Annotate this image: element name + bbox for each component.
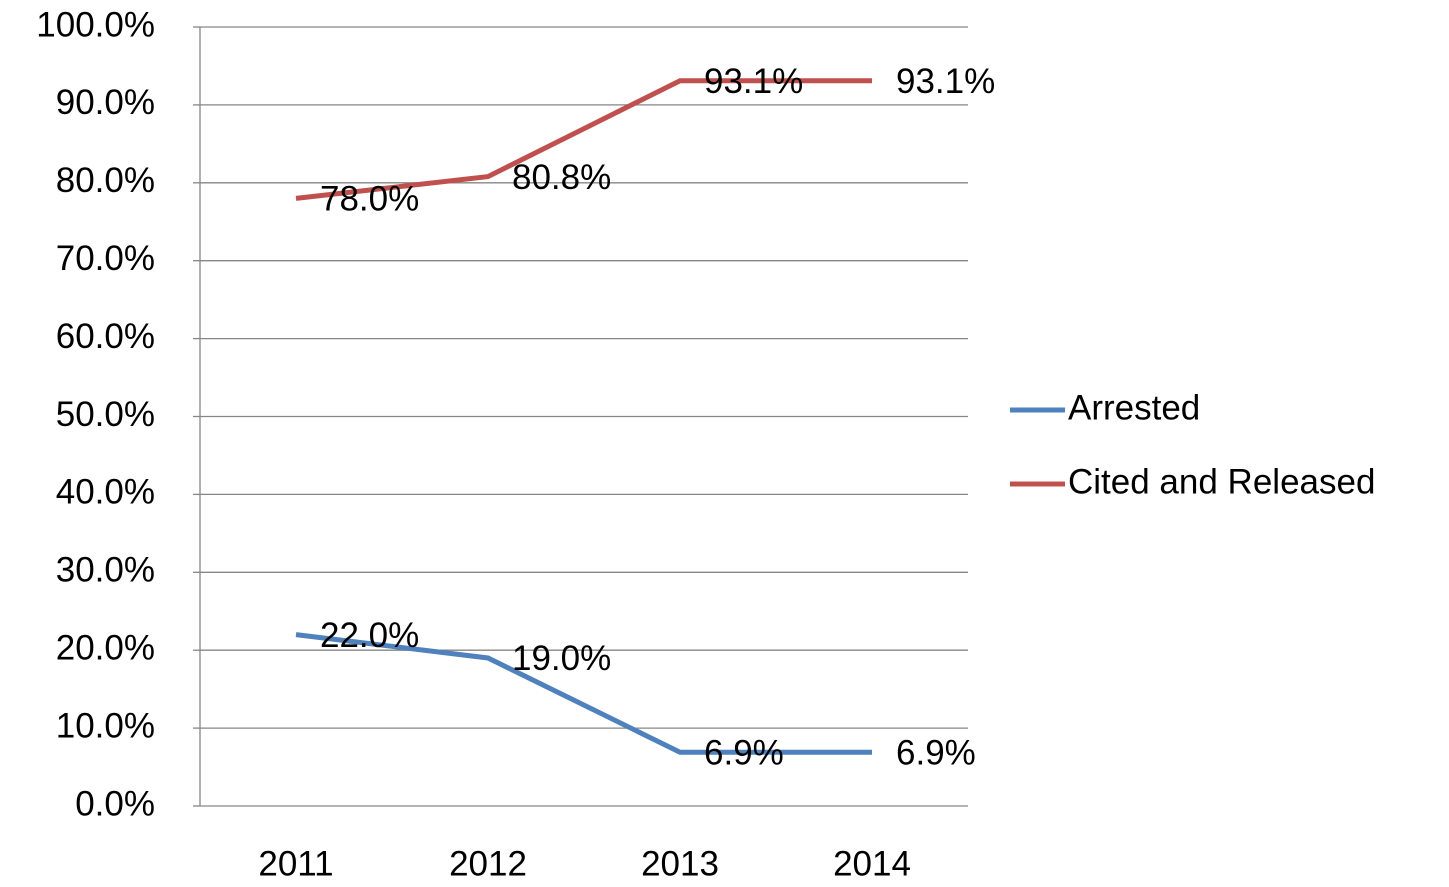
- data-label: 19.0%: [512, 639, 611, 678]
- data-label: 6.9%: [896, 733, 976, 772]
- y-tick-label: 90.0%: [56, 83, 155, 122]
- data-line: [295, 632, 872, 755]
- data-label: 22.0%: [320, 616, 419, 655]
- x-tick-label: 2013: [641, 844, 719, 883]
- legend-label: Cited and Released: [1068, 462, 1375, 501]
- data-label: 6.9%: [704, 733, 784, 772]
- data-label: 78.0%: [320, 180, 419, 219]
- y-tick-label: 70.0%: [56, 239, 155, 278]
- y-tick-label: 100.0%: [36, 5, 155, 44]
- y-tick-label: 80.0%: [56, 161, 155, 200]
- x-tick-label: 2011: [258, 844, 333, 883]
- x-tick-label: 2014: [833, 844, 911, 883]
- y-tick-label: 0.0%: [75, 784, 155, 823]
- y-tick-label: 60.0%: [56, 317, 155, 356]
- data-line: [295, 78, 872, 201]
- data-label: 93.1%: [896, 62, 995, 101]
- y-tick-label: 20.0%: [56, 628, 155, 667]
- data-label: 93.1%: [704, 62, 803, 101]
- data-label: 80.8%: [512, 158, 611, 197]
- y-tick-label: 10.0%: [56, 706, 155, 745]
- y-tick-label: 40.0%: [56, 473, 155, 512]
- y-tick-label: 50.0%: [56, 395, 155, 434]
- x-tick-label: 2012: [449, 844, 527, 883]
- legend-label: Arrested: [1068, 388, 1200, 427]
- y-tick-label: 30.0%: [56, 551, 155, 590]
